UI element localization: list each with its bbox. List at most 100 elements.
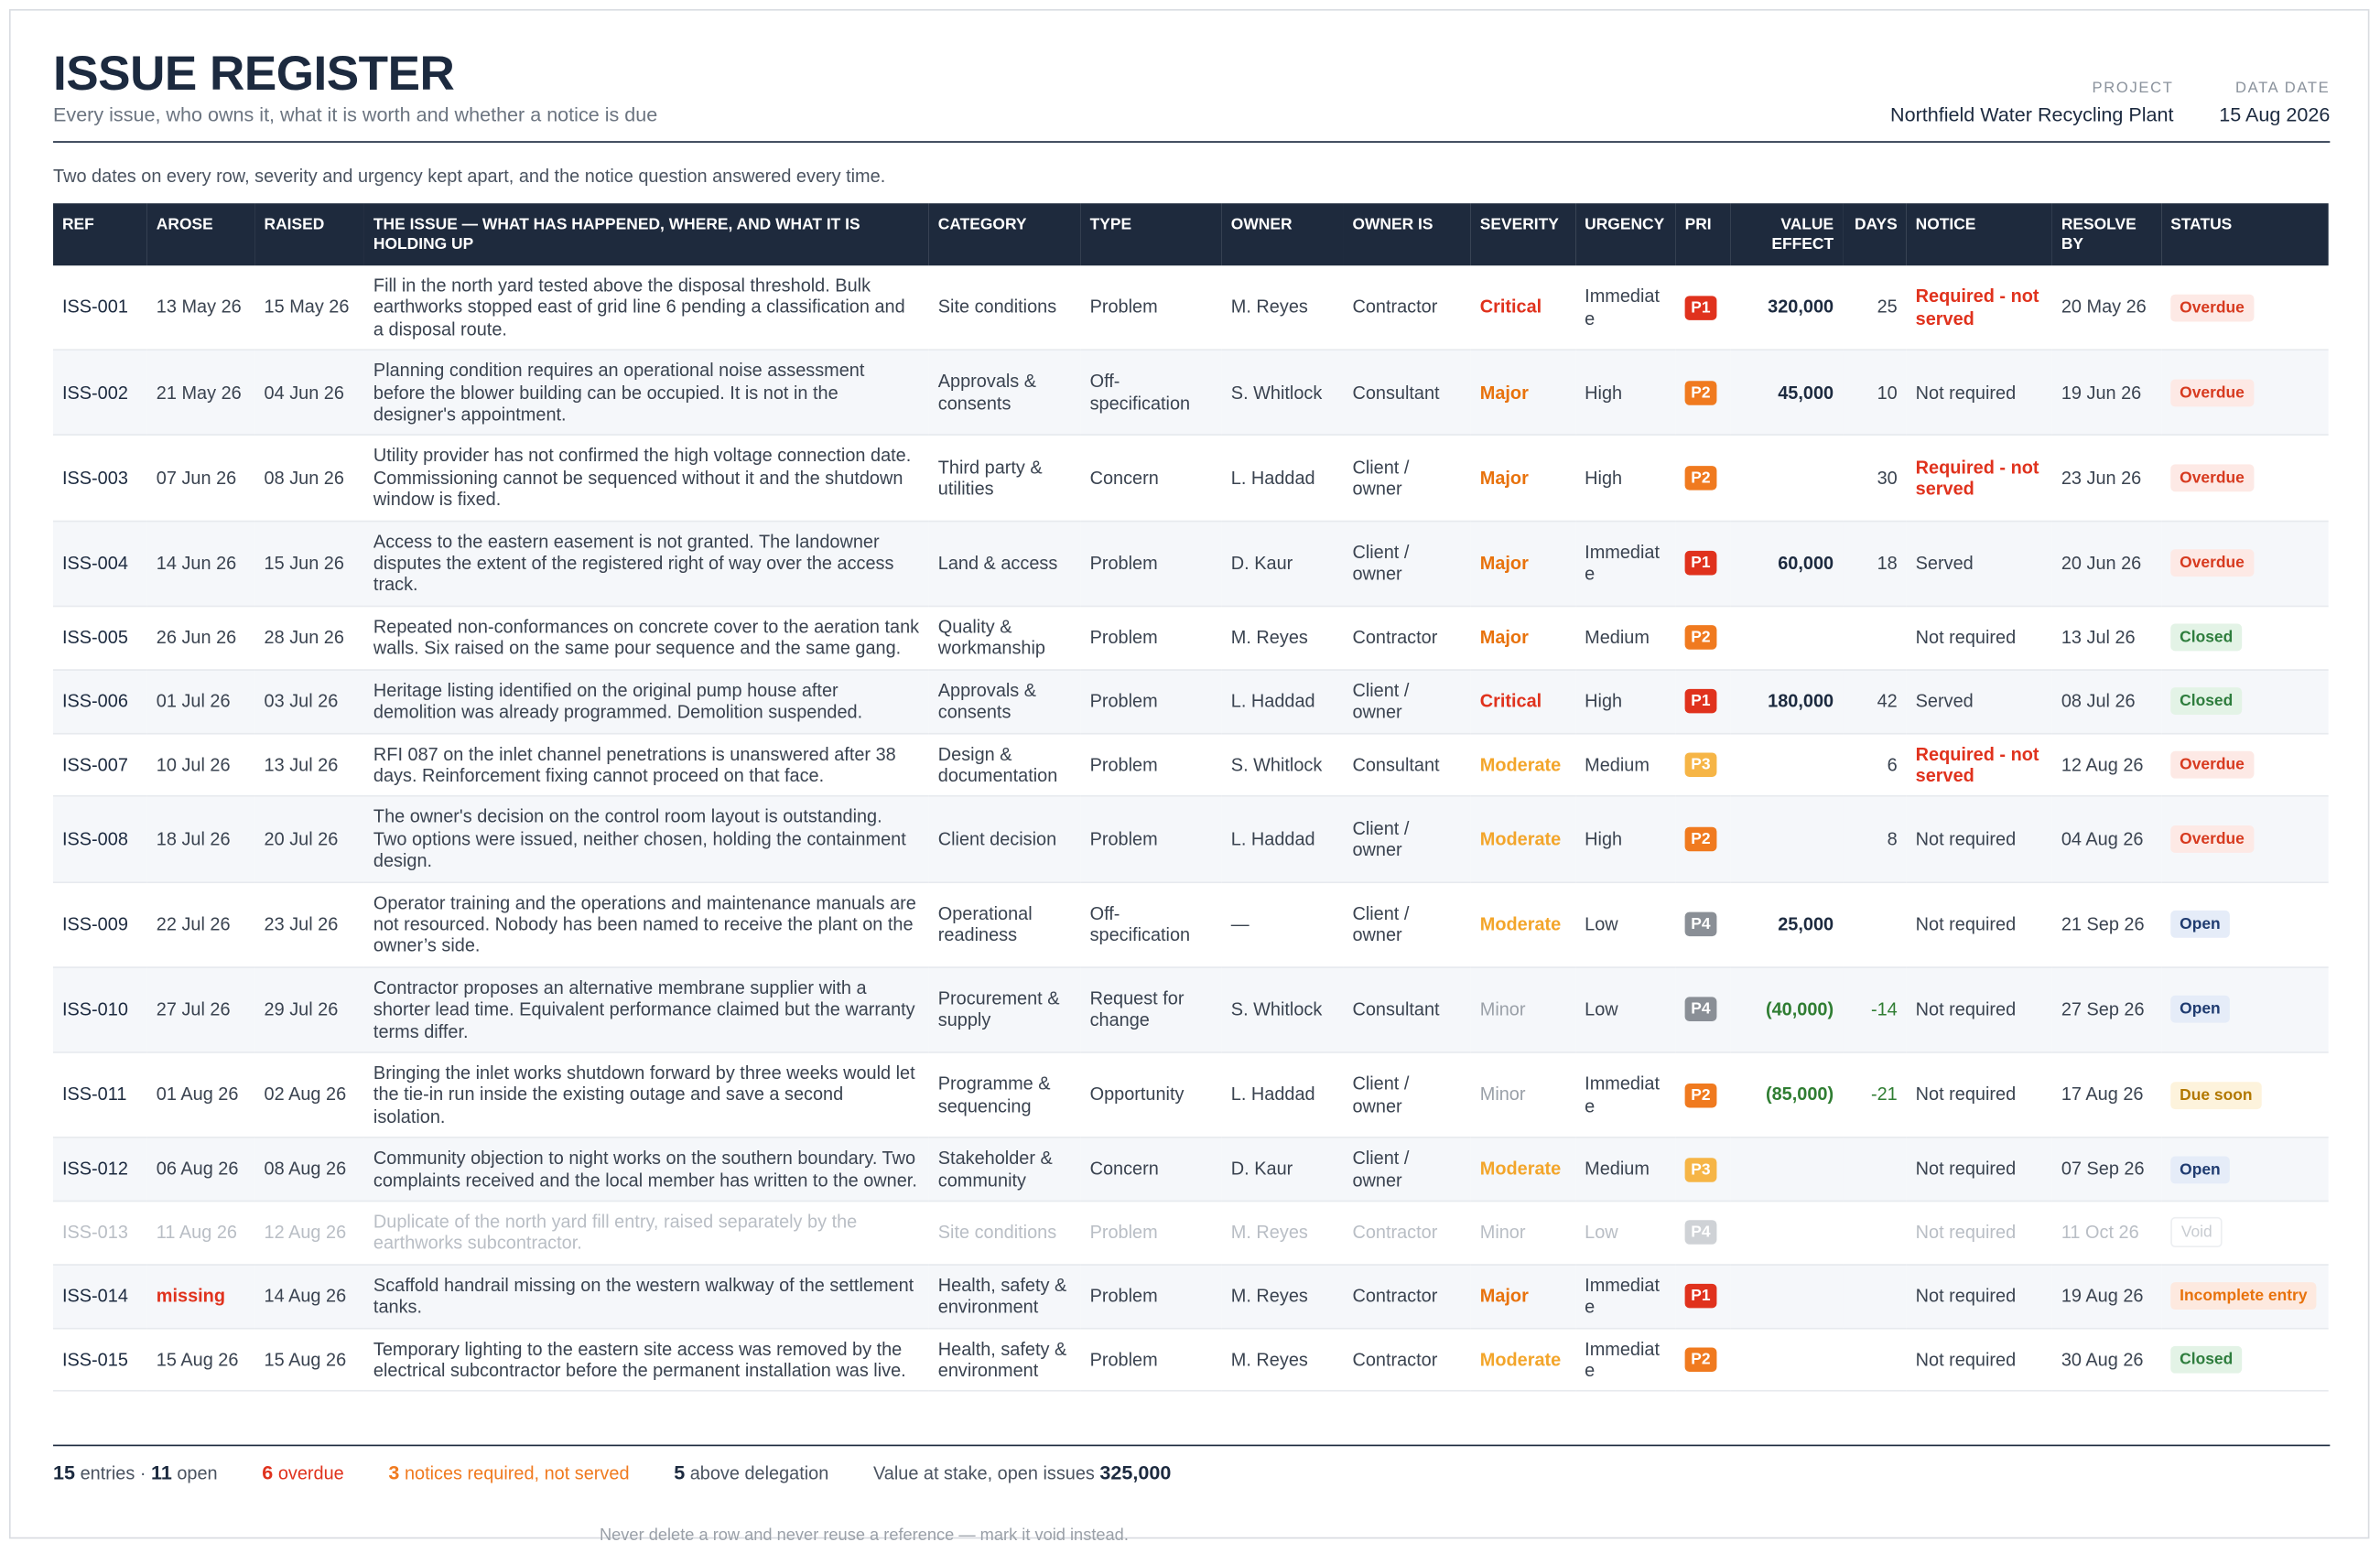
priority-badge: P2: [1684, 466, 1717, 491]
cell: S. Whitlock: [1221, 966, 1344, 1053]
status-badge: Open: [2170, 911, 2230, 939]
note: Never delete a row and never reuse a ref…: [599, 1526, 1129, 1542]
cell: ISS-006: [53, 669, 147, 734]
cell: ISS-007: [53, 732, 147, 798]
cell: Overdue: [2161, 435, 2329, 522]
cell: Not required: [1906, 606, 2052, 671]
column-header: AROSE: [146, 203, 255, 266]
stake-label: Value at stake, open issues: [872, 1462, 1095, 1484]
cell: 04 Aug 26: [2051, 796, 2162, 883]
cell: missing: [146, 1264, 255, 1329]
cell: -21: [1843, 1051, 1907, 1138]
status-badge: Overdue: [2170, 750, 2254, 779]
cell: 23 Jun 26: [2051, 435, 2162, 522]
cell: S. Whitlock: [1221, 350, 1344, 437]
cell: P4: [1675, 966, 1731, 1053]
cell: Temporary lighting to the eastern site a…: [363, 1328, 929, 1393]
cell: 25,000: [1730, 881, 1844, 968]
cell: 28 Jun 26: [254, 606, 364, 671]
cell: [1843, 1264, 1907, 1329]
cell: [1843, 881, 1907, 968]
cell: Contractor: [1343, 1328, 1471, 1393]
cell: ISS-011: [53, 1051, 147, 1138]
cell: 10 Jul 26: [146, 732, 255, 798]
column-header: OWNER IS: [1343, 203, 1471, 266]
cell: [1843, 1138, 1907, 1202]
cell: 17 Aug 26: [2051, 1051, 2162, 1138]
cell: Contractor: [1343, 1201, 1471, 1266]
cell: Problem: [1080, 796, 1222, 883]
cell: [1843, 1328, 1907, 1393]
priority-badge: P1: [1684, 1284, 1717, 1309]
cell: Opportunity: [1080, 1051, 1222, 1138]
cell: Health, safety & environment: [928, 1264, 1081, 1329]
cell: Open: [2161, 966, 2329, 1053]
status-badge: Incomplete entry: [2170, 1282, 2317, 1310]
cell: Stakeholder & community: [928, 1138, 1081, 1202]
stake: Value at stake, open issues 325,000: [872, 1461, 1171, 1484]
cell: Client decision: [928, 796, 1081, 883]
cell: Open: [2161, 881, 2329, 968]
cell: P4: [1675, 1201, 1731, 1266]
column-header: STATUS: [2161, 203, 2329, 266]
cell: 13 May 26: [146, 265, 255, 351]
cell: Moderate: [1470, 732, 1576, 798]
cell: Problem: [1080, 1201, 1222, 1266]
cell: ISS-012: [53, 1138, 147, 1202]
cell: (40,000): [1730, 966, 1844, 1053]
stat-text: notices required, not served: [404, 1462, 630, 1484]
cell: [1730, 796, 1844, 883]
status-badge: Overdue: [2170, 825, 2254, 853]
cell: ISS-004: [53, 521, 147, 608]
status-badge: Closed: [2170, 1345, 2243, 1374]
cell: Due soon: [2161, 1051, 2329, 1138]
priority-badge: P2: [1684, 625, 1717, 651]
column-header: VALUE EFFECT: [1730, 203, 1844, 266]
cell: Overdue: [2161, 521, 2329, 608]
project-label: PROJECT: [2092, 80, 2174, 98]
stat: 6 overdue: [262, 1461, 343, 1484]
priority-badge: P1: [1684, 295, 1717, 320]
cell: Site conditions: [928, 1201, 1081, 1266]
cell: Scaffold handrail missing on the western…: [363, 1264, 929, 1329]
cell: 6: [1843, 732, 1907, 798]
cell: Community objection to night works on th…: [363, 1138, 929, 1202]
cell: Overdue: [2161, 350, 2329, 437]
cell: 8: [1843, 796, 1907, 883]
cell: RFI 087 on the inlet channel penetration…: [363, 732, 929, 798]
row: ISS-006 01 Jul 26 03 Jul 26 Heritage listin…: [53, 669, 2329, 734]
cell: Not required: [1906, 881, 2052, 968]
row: ISS-002 21 May 26 04 Jun 26 Planning condit…: [53, 350, 2329, 437]
cell: ISS-009: [53, 881, 147, 968]
cell: [1843, 606, 1907, 671]
row: ISS-004 14 Jun 26 15 Jun 26 Access to the e…: [53, 521, 2329, 608]
cell: 04 Jun 26: [254, 350, 364, 437]
cell: Required - not served: [1906, 435, 2052, 522]
cell: Fill in the north yard tested above the …: [363, 265, 929, 351]
cell: (85,000): [1730, 1051, 1844, 1138]
cell: Required - not served: [1906, 265, 2052, 351]
priority-badge: P4: [1684, 1220, 1717, 1245]
cell: Contractor: [1343, 606, 1471, 671]
cell: Problem: [1080, 732, 1222, 798]
cell: Minor: [1470, 1201, 1576, 1266]
cell: Medium: [1575, 1138, 1676, 1202]
cell: Bringing the inlet works shutdown forwar…: [363, 1051, 929, 1138]
cell: [1730, 1264, 1844, 1329]
cell: Quality & workmanship: [928, 606, 1081, 671]
cell: Repeated non-conformances on concrete co…: [363, 606, 929, 671]
cell: Contractor: [1343, 1264, 1471, 1329]
cell: P2: [1675, 350, 1731, 437]
cell: 27 Jul 26: [146, 966, 255, 1053]
cell: 21 May 26: [146, 350, 255, 437]
cell: Client / owner: [1343, 1051, 1471, 1138]
cell: ISS-015: [53, 1328, 147, 1393]
cell: High: [1575, 350, 1676, 437]
row: ISS-008 18 Jul 26 20 Jul 26 The owner's dec…: [53, 796, 2329, 883]
cell: ISS-014: [53, 1264, 147, 1329]
cell: Major: [1470, 435, 1576, 522]
stat-text: open: [177, 1462, 218, 1484]
cell: 12 Aug 26: [2051, 732, 2162, 798]
cell: P1: [1675, 1264, 1731, 1329]
cell: 18: [1843, 521, 1907, 608]
